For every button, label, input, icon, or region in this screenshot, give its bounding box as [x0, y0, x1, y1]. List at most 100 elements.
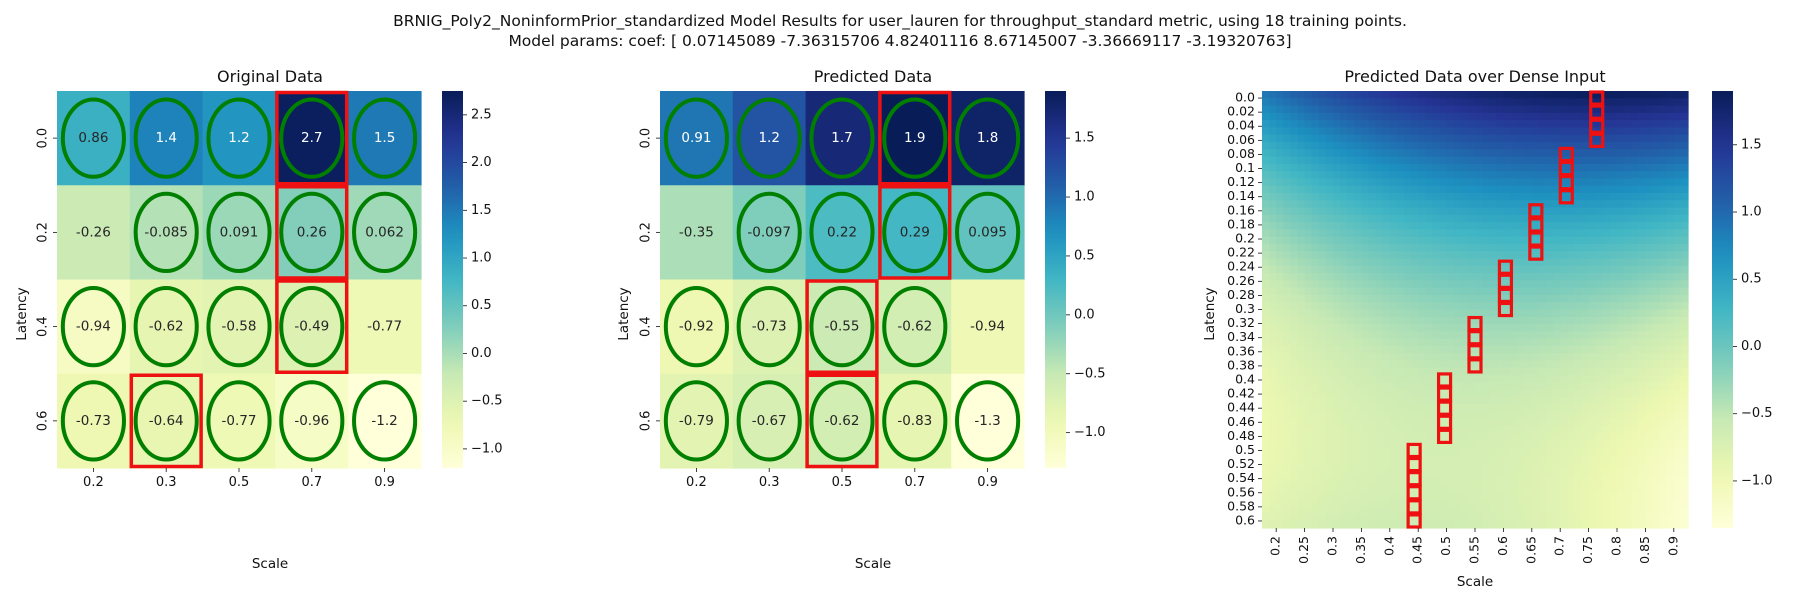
dense-heatmap-cell	[1595, 440, 1604, 449]
dense-heatmap-cell	[1581, 440, 1590, 449]
dense-heatmap-cell	[1517, 455, 1526, 464]
dense-heatmap-cell	[1382, 98, 1391, 107]
dense-heatmap-cell	[1453, 185, 1462, 194]
dense-heatmap-cell	[1340, 520, 1348, 529]
dense-heatmap-cell	[1411, 134, 1419, 143]
dense-heatmap-cell	[1347, 258, 1355, 267]
dense-heatmap-cell	[1389, 455, 1398, 464]
dense-heatmap-cell	[1595, 185, 1604, 194]
dense-heatmap-cell	[1617, 149, 1625, 158]
cell-value-label: -0.64	[149, 413, 184, 429]
dense-heatmap-cell	[1460, 433, 1469, 442]
dense-heatmap-cell	[1659, 243, 1668, 252]
dense-heatmap-cell	[1574, 324, 1583, 332]
dense-heatmap-cell	[1453, 251, 1462, 260]
dense-heatmap-cell	[1496, 491, 1504, 500]
dense-heatmap-cell	[1538, 462, 1547, 471]
dense-heatmap-cell	[1602, 484, 1611, 493]
dense-heatmap-cell	[1347, 353, 1355, 362]
dense-heatmap-cell	[1290, 294, 1299, 303]
dense-heatmap-cell	[1283, 105, 1291, 114]
dense-heatmap-cell	[1567, 382, 1575, 391]
dense-heatmap-cell	[1538, 389, 1547, 398]
dense-heatmap-cell	[1631, 418, 1639, 427]
dense-heatmap-cell	[1553, 353, 1561, 362]
dense-heatmap-cell	[1546, 156, 1554, 165]
dense-heatmap-cell	[1304, 134, 1313, 143]
dense-heatmap-cell	[1631, 91, 1639, 99]
dense-heatmap-cell	[1609, 389, 1618, 398]
dense-heatmap-cell	[1553, 367, 1561, 376]
dense-heatmap-cell	[1439, 360, 1448, 369]
dense-heatmap-cell	[1425, 134, 1433, 143]
dense-heatmap-cell	[1262, 178, 1270, 187]
dense-heatmap-cell	[1368, 396, 1377, 405]
dense-heatmap-cell	[1446, 506, 1455, 515]
dense-heatmap-cell	[1396, 462, 1405, 471]
dense-heatmap-cell	[1496, 367, 1504, 376]
dense-heatmap-cell	[1609, 258, 1618, 267]
dense-heatmap-cell	[1588, 222, 1597, 230]
dense-heatmap-cell	[1432, 236, 1441, 245]
dense-heatmap-cell	[1318, 287, 1327, 296]
dense-heatmap-cell	[1489, 265, 1497, 274]
dense-heatmap-cell	[1425, 207, 1433, 216]
dense-heatmap-cell	[1574, 156, 1583, 165]
dense-heatmap-cell	[1524, 338, 1533, 347]
dense-heatmap-cell	[1652, 91, 1661, 99]
colorbar-tick-label: 1.0	[1074, 190, 1095, 205]
dense-heatmap-cell	[1482, 498, 1490, 507]
dense-heatmap-cell	[1460, 134, 1469, 143]
dense-heatmap-cell	[1411, 222, 1419, 230]
dense-heatmap-cell	[1396, 404, 1405, 413]
dense-heatmap-cell	[1396, 91, 1405, 99]
dense-heatmap-cell	[1389, 324, 1398, 332]
dense-heatmap-cell	[1361, 149, 1370, 158]
dense-heatmap-cell	[1325, 498, 1334, 507]
dense-heatmap-cell	[1496, 455, 1504, 464]
dense-heatmap-cell	[1418, 469, 1426, 478]
dense-heatmap-cell	[1467, 426, 1476, 434]
dense-heatmap-cell	[1467, 105, 1476, 114]
dense-heatmap-cell	[1567, 316, 1575, 325]
dense-heatmap-cell	[1276, 367, 1284, 376]
dense-heatmap-cell	[1602, 127, 1611, 136]
dense-heatmap-cell	[1524, 389, 1533, 398]
dense-heatmap-cell	[1269, 455, 1277, 464]
dense-heatmap-cell	[1553, 418, 1561, 427]
dense-heatmap-cell	[1311, 156, 1320, 165]
dense-heatmap-cell	[1673, 178, 1682, 187]
dense-heatmap-cell	[1411, 258, 1419, 267]
dense-heatmap-cell	[1645, 243, 1654, 252]
dense-heatmap-cell	[1489, 258, 1497, 267]
dense-heatmap-cell	[1496, 345, 1504, 354]
dense-heatmap-cell	[1311, 418, 1320, 427]
dense-heatmap-cell	[1333, 506, 1341, 515]
dense-heatmap-cell	[1375, 273, 1384, 281]
dense-heatmap-cell	[1375, 265, 1384, 274]
dense-heatmap-cell	[1262, 171, 1270, 179]
dense-heatmap-cell	[1318, 98, 1327, 107]
dense-heatmap-cell	[1482, 229, 1490, 238]
red-path-marker	[1558, 189, 1574, 205]
dense-heatmap-cell	[1581, 338, 1590, 347]
dense-heatmap-cell	[1631, 396, 1639, 405]
dense-heatmap-cell	[1652, 287, 1661, 296]
dense-heatmap-cell	[1659, 367, 1668, 376]
dense-heatmap-cell	[1581, 426, 1590, 434]
dense-heatmap-cell	[1389, 287, 1398, 296]
dense-heatmap-cell	[1680, 91, 1689, 99]
dense-heatmap-cell	[1453, 324, 1462, 332]
dense-heatmap-cell	[1581, 360, 1590, 369]
dense-heatmap-cell	[1517, 418, 1526, 427]
dense-heatmap-cell	[1645, 141, 1654, 150]
dense-heatmap-cell	[1574, 309, 1583, 318]
dense-heatmap-cell	[1411, 192, 1419, 201]
dense-heatmap-cell	[1333, 127, 1341, 136]
dense-heatmap-cell	[1318, 120, 1327, 129]
dense-heatmap-cell	[1425, 214, 1433, 223]
heatmap-cell	[348, 185, 422, 281]
dense-heatmap-cell	[1617, 396, 1625, 405]
dense-heatmap-cell	[1269, 426, 1277, 434]
dense-heatmap-cell	[1425, 477, 1433, 485]
